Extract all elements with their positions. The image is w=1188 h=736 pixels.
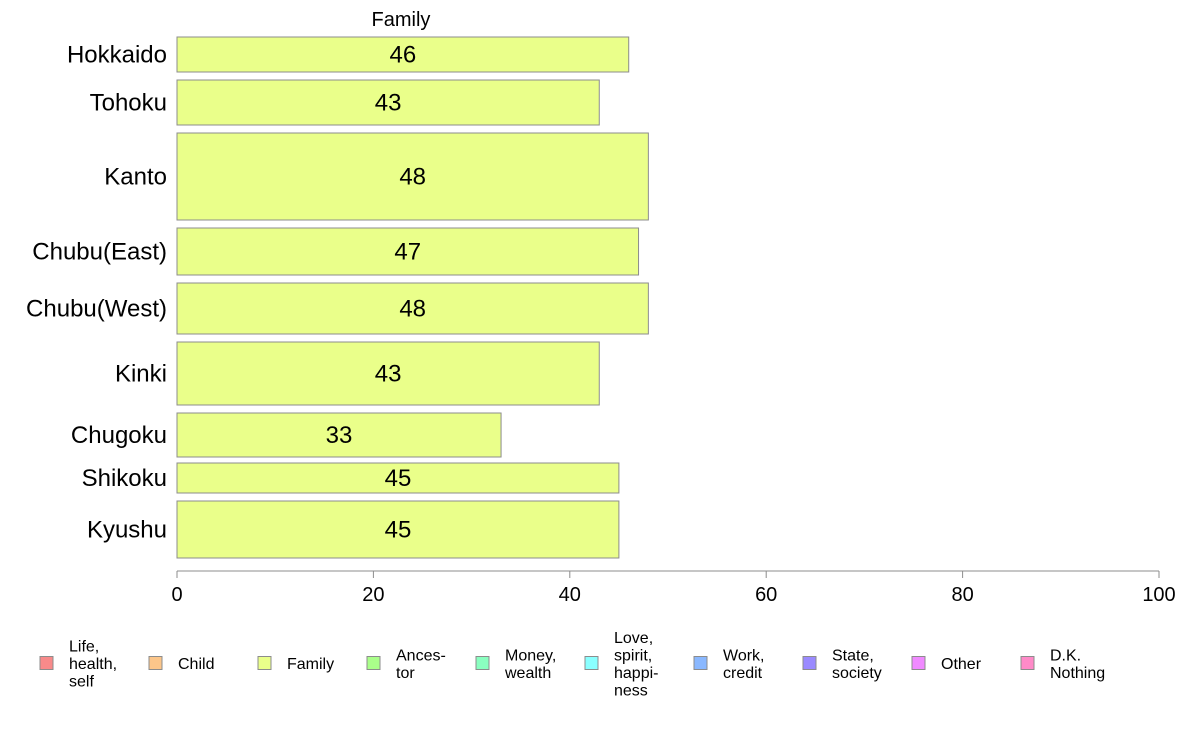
legend-label: Money, wealth — [504, 647, 556, 682]
value-label: 43 — [375, 90, 402, 117]
legend-label: Other — [941, 656, 982, 673]
legend-label: D.K. Nothing — [1050, 647, 1105, 682]
value-label: 47 — [394, 239, 421, 266]
legend-swatch — [39, 656, 54, 670]
legend: Life, health, self Child Family Ances-tor Mone… — [39, 630, 1105, 700]
legend-label: Love, spirit, happi-ness — [614, 630, 658, 700]
category-label: Chugoku — [71, 422, 167, 449]
bar — [176, 282, 649, 335]
legend-swatch — [475, 656, 490, 670]
category-label: Chubu(East) — [32, 239, 167, 266]
legend-label: Family — [287, 656, 334, 673]
bar — [176, 462, 620, 494]
legend-swatch — [1020, 656, 1035, 670]
bar — [176, 79, 600, 126]
bar — [176, 412, 502, 458]
value-label: 46 — [390, 42, 417, 69]
legend-swatch — [257, 656, 272, 670]
category-label: Chubu(West) — [26, 296, 167, 323]
bar — [176, 341, 600, 406]
category-label: Kinki — [115, 361, 167, 388]
panel-title: Family — [372, 9, 431, 31]
legend-swatch — [802, 656, 817, 670]
legend-swatch — [693, 656, 708, 670]
value-label: 45 — [385, 517, 412, 544]
x-tick-label: 100 — [1142, 584, 1175, 606]
legend-swatch — [366, 656, 381, 670]
category-label: Shikoku — [82, 465, 167, 492]
x-axis: 0 20 40 60 80 100 — [171, 570, 1176, 606]
legend-label: Life, health, self — [69, 639, 117, 691]
category-label: Kyushu — [87, 517, 167, 544]
value-label: 33 — [326, 422, 353, 449]
category-label: Kanto — [104, 164, 167, 191]
category-label: Tohoku — [90, 90, 167, 117]
bar — [176, 36, 630, 73]
x-tick-label: 40 — [559, 584, 581, 606]
bar — [176, 132, 649, 221]
value-label: 48 — [399, 164, 426, 191]
legend-swatch — [584, 656, 599, 670]
bar — [176, 227, 640, 276]
legend-swatch — [911, 656, 926, 670]
legend-label: Child — [178, 656, 214, 673]
bar — [176, 500, 620, 559]
x-tick-label: 60 — [755, 584, 777, 606]
bars: Hokkaido 46 Tohoku 43 Kanto 48 Chubu(East) 47 Ch… — [26, 36, 649, 559]
value-label: 48 — [399, 296, 426, 323]
x-tick-label: 0 — [171, 584, 182, 606]
category-label: Hokkaido — [67, 42, 167, 69]
value-label: 45 — [385, 465, 412, 492]
value-label: 43 — [375, 361, 402, 388]
legend-label: Work, credit — [723, 647, 764, 682]
x-tick-label: 20 — [362, 584, 384, 606]
legend-label: Ances-tor — [396, 647, 446, 682]
x-tick-label: 80 — [951, 584, 973, 606]
legend-swatch — [148, 656, 163, 670]
legend-label: State, society — [832, 647, 882, 682]
